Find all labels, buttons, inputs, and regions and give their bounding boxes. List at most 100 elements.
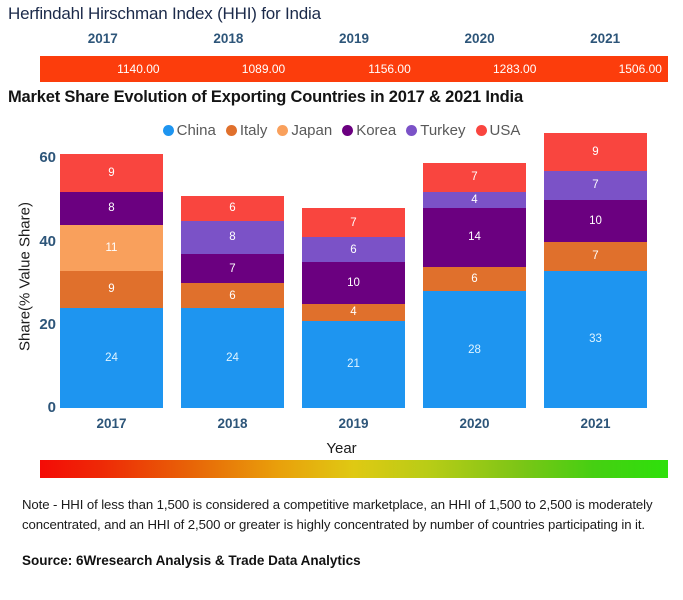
legend-label: USA	[489, 122, 521, 139]
legend-swatch-icon	[342, 125, 354, 136]
bar-segment-value: 8	[108, 202, 115, 215]
x-axis-tick: 2020	[459, 416, 490, 431]
bar-group-2017[interactable]: 24 9 11 8 9	[60, 154, 163, 408]
y-axis-tick: 40	[39, 232, 56, 250]
bar-segment-italy[interactable]: 9	[60, 270, 163, 309]
chart-plot-area: Share(% Value Share) 0 20 40 60 24 9 11 8 9 2017…	[0, 133, 683, 457]
legend-label: Japan	[291, 122, 333, 139]
y-axis-ticks: 0 20 40 60	[8, 149, 56, 450]
legend-label: China	[176, 122, 216, 139]
bar-segment-value: 6	[229, 202, 236, 215]
hhi-gradient-scale	[40, 460, 668, 478]
bar-segment-korea[interactable]: 10	[302, 262, 405, 304]
bar-segment-value: 7	[471, 171, 478, 184]
bar-segment-korea[interactable]: 14	[423, 208, 526, 267]
bar-segment-japan[interactable]: 11	[60, 224, 163, 271]
bar-segment-china[interactable]: 28	[423, 291, 526, 408]
bar-segment-value: 4	[350, 306, 357, 319]
bar-segment-value: 6	[229, 289, 236, 302]
legend-swatch-icon	[162, 125, 174, 136]
bar-segment-value: 10	[347, 277, 360, 290]
x-axis-label: Year	[326, 440, 357, 457]
hhi-year-header-row: 2017 2018 2019 2020 2021	[40, 31, 668, 46]
bar-segment-turkey[interactable]: 7	[544, 170, 647, 200]
chart-title: Market Share Evolution of Exporting Coun…	[8, 88, 523, 106]
bar-segment-italy[interactable]: 4	[302, 303, 405, 321]
bar-segment-value: 33	[589, 333, 602, 346]
legend-item-china[interactable]: China	[162, 122, 216, 139]
footnote-text: Note - HHI of less than 1,500 is conside…	[22, 497, 653, 532]
source-text: Source: 6Wresearch Analysis & Trade Data…	[22, 553, 361, 568]
bar-segment-value: 24	[226, 352, 239, 365]
legend-item-italy[interactable]: Italy	[225, 122, 268, 139]
bar-segment-china[interactable]: 24	[181, 308, 284, 408]
bar-segment-china[interactable]: 33	[544, 270, 647, 408]
bar-segment-italy[interactable]: 6	[181, 283, 284, 309]
hhi-value: 1506.00	[618, 62, 662, 76]
legend-label: Turkey	[420, 122, 466, 139]
bar-segment-turkey[interactable]: 4	[423, 191, 526, 209]
bar-segment-value: 7	[229, 262, 236, 275]
bar-segment-value: 7	[350, 216, 357, 229]
bar-segment-value: 6	[471, 273, 478, 285]
x-axis-tick: 2018	[217, 416, 248, 431]
x-axis-tick: 2021	[580, 416, 611, 431]
hhi-value: 1283.00	[492, 62, 537, 76]
legend-item-korea[interactable]: Korea	[342, 122, 396, 139]
y-axis-tick: 0	[47, 399, 56, 416]
legend-item-turkey[interactable]: Turkey	[406, 122, 466, 139]
stacked-bars: 24 9 11 8 9 2017 24 6 7 8 6 2018 21 4 10 6 7 2019 28 6 14 4 7 2…	[60, 133, 668, 431]
bar-segment-value: 9	[108, 283, 115, 296]
chart-legend: China Italy Japan Korea Turkey USA	[0, 122, 683, 139]
bar-segment-china[interactable]: 24	[60, 308, 163, 408]
bar-segment-usa[interactable]: 6	[181, 195, 284, 221]
bar-segment-usa[interactable]: 7	[423, 162, 526, 192]
hhi-value-row: 1140.00 1089.00 1156.00 1283.00 1506.00	[40, 56, 668, 82]
bar-segment-value: 10	[589, 214, 602, 227]
bar-group-2019[interactable]: 21 4 10 6 7	[302, 208, 405, 408]
bar-segment-italy[interactable]: 6	[423, 266, 526, 292]
legend-label: Italy	[239, 122, 268, 139]
hhi-value: 1156.00	[368, 62, 411, 76]
legend-label: Korea	[356, 122, 397, 139]
hhi-title: Herfindahl Hirschman Index (HHI) for Ind…	[8, 4, 321, 23]
bar-segment-italy[interactable]: 7	[544, 241, 647, 271]
bar-segment-value: 7	[592, 250, 599, 263]
bar-segment-value: 24	[105, 352, 118, 365]
legend-swatch-icon	[475, 125, 487, 136]
bar-segment-korea[interactable]: 7	[181, 254, 284, 284]
bar-segment-value: 9	[592, 146, 599, 159]
hhi-year-label: 2018	[213, 31, 244, 46]
bar-segment-usa[interactable]: 9	[60, 154, 163, 192]
hhi-value: 1140.00	[117, 62, 160, 76]
x-axis-tick: 2017	[96, 416, 127, 431]
bar-group-2020[interactable]: 28 6 14 4 7	[423, 162, 526, 408]
x-axis-tick: 2019	[338, 416, 369, 431]
legend-item-usa[interactable]: USA	[475, 122, 521, 139]
bar-segment-value: 9	[108, 166, 115, 179]
bar-segment-value: 14	[468, 231, 481, 244]
bar-group-2021[interactable]: 33 7 10 7 9	[544, 133, 647, 408]
y-axis-tick: 60	[39, 149, 56, 167]
bar-segment-value: 28	[468, 343, 481, 356]
hhi-year-label: 2019	[338, 31, 369, 46]
bar-segment-value: 4	[471, 193, 478, 206]
bar-segment-value: 8	[229, 231, 236, 244]
bar-group-2018[interactable]: 24 6 7 8 6	[181, 195, 284, 408]
hhi-year-label: 2017	[87, 31, 118, 46]
bar-segment-value: 21	[347, 358, 360, 371]
hhi-value: 1089.00	[241, 62, 286, 76]
bar-segment-usa[interactable]: 7	[302, 208, 405, 238]
bar-segment-korea[interactable]: 8	[60, 191, 163, 225]
hhi-year-label: 2020	[464, 31, 495, 46]
bar-segment-turkey[interactable]: 6	[302, 237, 405, 263]
bar-segment-usa[interactable]: 9	[544, 133, 647, 171]
legend-item-japan[interactable]: Japan	[277, 122, 332, 139]
bar-segment-value: 6	[350, 243, 357, 256]
bar-segment-korea[interactable]: 10	[544, 199, 647, 242]
hhi-year-label: 2021	[590, 31, 621, 46]
bar-segment-china[interactable]: 21	[302, 320, 405, 408]
bar-segment-value: 11	[105, 241, 118, 254]
bar-segment-turkey[interactable]: 8	[181, 220, 284, 255]
bar-segment-value: 7	[592, 179, 599, 192]
